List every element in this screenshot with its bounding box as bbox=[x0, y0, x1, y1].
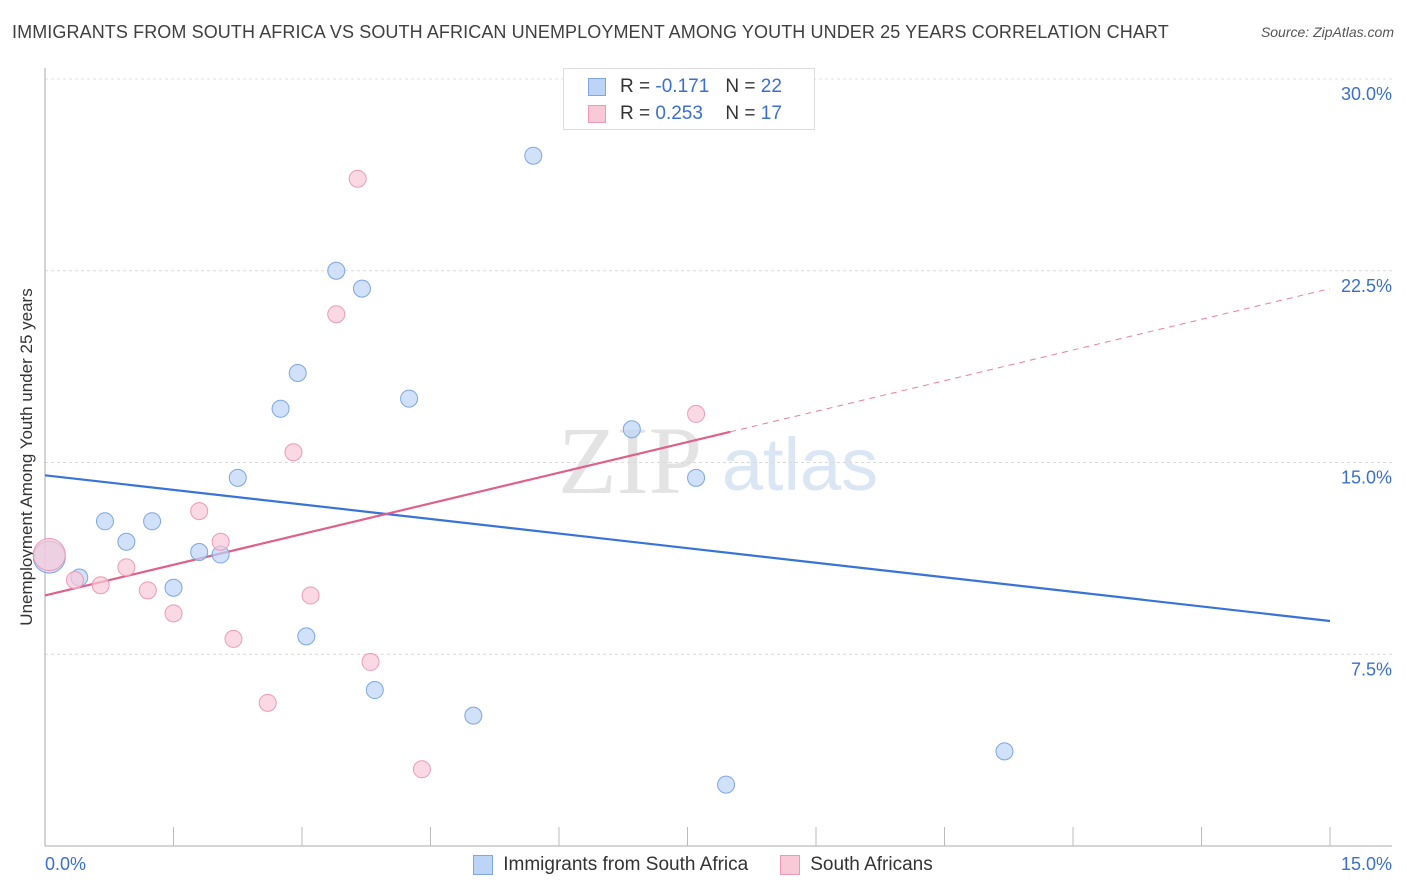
point-immigrants bbox=[525, 147, 542, 164]
series-legend-item-immigrants[interactable]: Immigrants from South Africa bbox=[473, 854, 748, 876]
point-south-africans bbox=[302, 587, 319, 604]
point-south-africans bbox=[118, 559, 135, 576]
y-tick-label: 15.0% bbox=[1341, 468, 1392, 488]
point-immigrants bbox=[229, 469, 246, 486]
point-south-africans bbox=[259, 694, 276, 711]
point-south-africans bbox=[362, 653, 379, 670]
point-south-africans bbox=[165, 605, 182, 622]
point-south-africans bbox=[212, 533, 229, 550]
point-south-africans bbox=[349, 170, 366, 187]
series-legend: Immigrants from South Africa South Afric… bbox=[0, 852, 1406, 878]
point-immigrants bbox=[328, 262, 345, 279]
point-immigrants bbox=[165, 579, 182, 596]
watermark-atlas: atlas bbox=[722, 423, 878, 506]
point-south-africans bbox=[33, 539, 65, 571]
series-legend-label: South Africans bbox=[810, 854, 933, 876]
point-immigrants bbox=[996, 743, 1013, 760]
series-legend-label: Immigrants from South Africa bbox=[503, 854, 748, 876]
legend-r-value: -0.171 bbox=[655, 76, 725, 98]
y-tick-label: 30.0% bbox=[1341, 84, 1392, 104]
legend-row-blue: R = -0.171 N = 22 bbox=[588, 74, 782, 100]
point-immigrants bbox=[289, 365, 306, 382]
point-immigrants bbox=[688, 469, 705, 486]
legend-n-value: 17 bbox=[761, 103, 782, 125]
point-south-africans bbox=[191, 503, 208, 520]
point-south-africans bbox=[328, 306, 345, 323]
series-legend-item-south-africans[interactable]: South Africans bbox=[780, 854, 933, 876]
point-immigrants bbox=[298, 628, 315, 645]
legend-row-pink: R = 0.253 N = 17 bbox=[588, 101, 782, 127]
y-tick-label: 7.5% bbox=[1351, 659, 1392, 679]
legend-n-value: 22 bbox=[761, 76, 782, 98]
point-south-africans bbox=[688, 405, 705, 422]
point-south-africans bbox=[413, 761, 430, 778]
point-south-africans bbox=[225, 630, 242, 647]
point-immigrants bbox=[272, 400, 289, 417]
trendline-south-africans-extrapolated bbox=[730, 289, 1330, 432]
legend-swatch-pink bbox=[588, 105, 606, 123]
point-south-africans bbox=[139, 582, 156, 599]
legend-r-label: R = bbox=[620, 103, 650, 125]
point-immigrants bbox=[401, 390, 418, 407]
point-immigrants bbox=[144, 513, 161, 530]
point-south-africans bbox=[92, 577, 109, 594]
legend-swatch-blue bbox=[588, 78, 606, 96]
point-immigrants bbox=[366, 682, 383, 699]
point-south-africans bbox=[285, 444, 302, 461]
point-immigrants bbox=[353, 280, 370, 297]
correlation-legend: R = -0.171 N = 22 R = 0.253 N = 17 bbox=[563, 68, 815, 130]
point-immigrants bbox=[118, 533, 135, 550]
legend-n-label: N = bbox=[725, 103, 755, 125]
legend-r-value: 0.253 bbox=[655, 103, 725, 125]
legend-n-label: N = bbox=[725, 76, 755, 98]
point-south-africans bbox=[66, 572, 83, 589]
scatter-chart: ZIP atlas 7.5%15.0%22.5%30.0%0.0% 15.0% bbox=[0, 0, 1406, 892]
point-immigrants bbox=[623, 421, 640, 438]
point-immigrants bbox=[96, 513, 113, 530]
point-immigrants bbox=[191, 543, 208, 560]
legend-r-label: R = bbox=[620, 76, 650, 98]
point-immigrants bbox=[718, 776, 735, 793]
point-immigrants bbox=[465, 707, 482, 724]
series-swatch-blue bbox=[473, 855, 493, 875]
series-swatch-pink bbox=[780, 855, 800, 875]
y-tick-label: 22.5% bbox=[1341, 276, 1392, 296]
